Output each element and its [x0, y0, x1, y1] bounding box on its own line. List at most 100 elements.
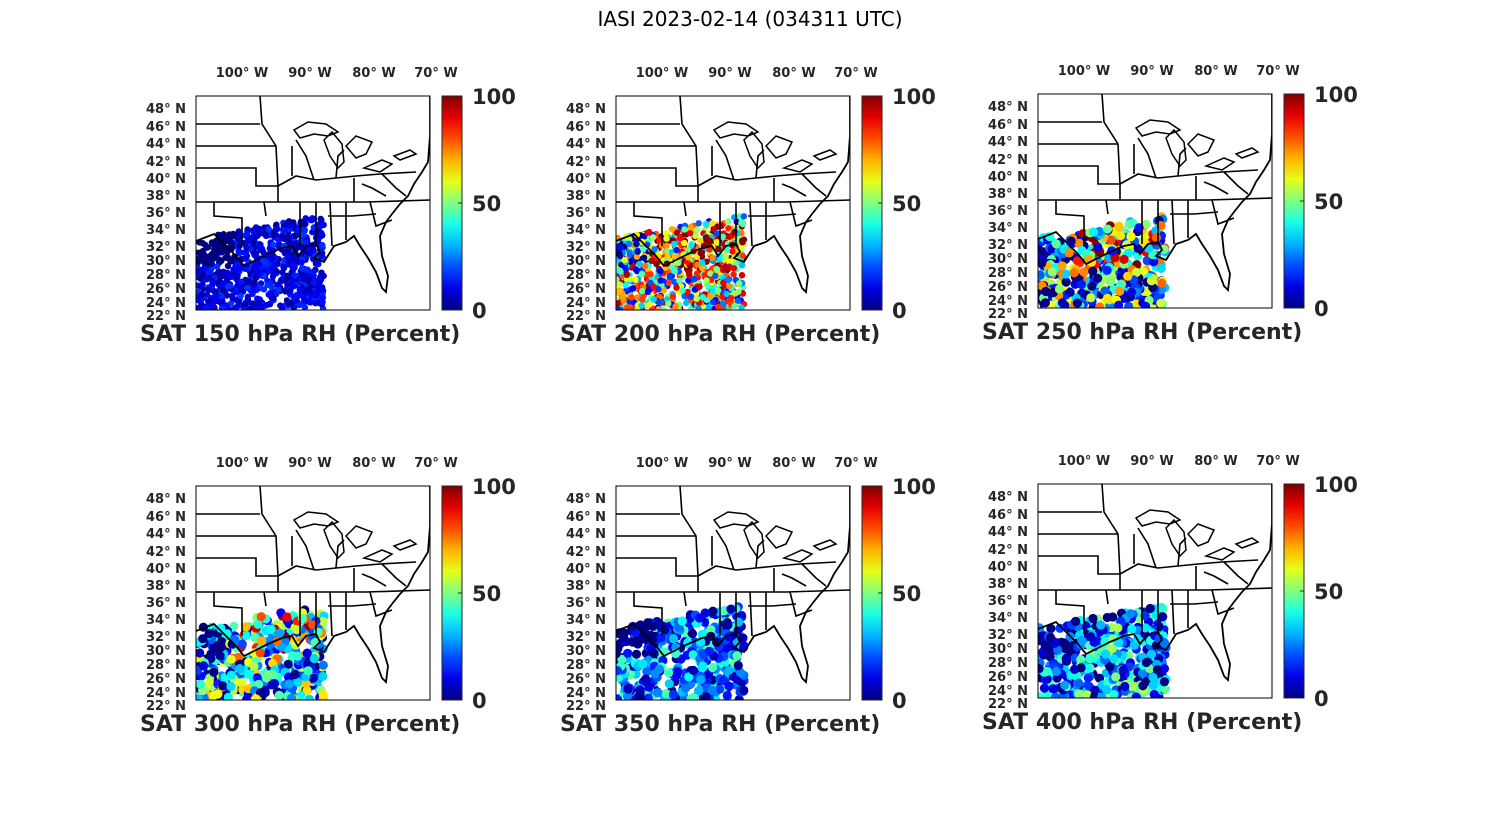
rh-observation-point: [233, 652, 243, 662]
rh-observation-point: [1090, 691, 1100, 698]
rh-observation-point: [1126, 287, 1136, 297]
rh-observation-point: [224, 262, 232, 270]
rh-observation-point: [301, 679, 311, 689]
rh-observation-point: [693, 270, 701, 277]
rh-observation-point: [673, 284, 680, 291]
rh-observation-point: [219, 298, 226, 305]
rh-observation-point: [242, 265, 249, 272]
map-frame: [1037, 483, 1273, 699]
lat-tick-label: 34° N: [146, 613, 186, 628]
rh-observation-point: [652, 688, 663, 698]
rh-observation-point: [623, 648, 633, 658]
rh-observation-point: [647, 271, 654, 278]
state-border: [789, 201, 813, 228]
rh-observation-point: [227, 238, 235, 246]
rh-observation-point: [1057, 298, 1067, 308]
lat-tick-label: 48° N: [566, 492, 606, 507]
colorbar-tick-label: 0: [472, 299, 487, 323]
lat-tick-label: 30° N: [566, 254, 606, 269]
map-panel-svg: 100° W 90° W 80° W 70° W 48° N 46° N 44° N 42° …: [140, 66, 516, 347]
lat-tick-label: 34° N: [146, 223, 186, 238]
rh-observation-point: [1114, 300, 1124, 308]
rh-observation-point: [632, 276, 639, 283]
state-border: [616, 167, 698, 187]
rh-observation-point: [730, 271, 737, 278]
lat-tick-label: 22° N: [988, 307, 1028, 322]
rh-observation-point: [1085, 654, 1095, 664]
rh-observation-point: [1102, 293, 1113, 303]
rh-observation-point: [1101, 649, 1111, 659]
lat-tick-label: 46° N: [988, 118, 1028, 133]
rh-observation-point: [1038, 692, 1045, 698]
rh-observation-point: [1148, 680, 1158, 690]
rh-observation-point: [1113, 623, 1123, 633]
rh-observation-point: [650, 669, 660, 679]
rh-observation-point: [714, 287, 722, 294]
rh-observation-point: [1111, 672, 1121, 682]
rh-observation-point: [1093, 242, 1103, 252]
state-border: [1119, 169, 1259, 185]
lat-tick-label: 22° N: [988, 697, 1028, 712]
rh-observation-point: [648, 257, 655, 265]
state-border: [213, 202, 243, 246]
rh-observation-point: [673, 229, 681, 236]
rh-observation-point: [212, 294, 219, 301]
rh-observation-point: [228, 292, 236, 300]
state-border: [1038, 589, 1109, 605]
rh-observation-point: [640, 254, 648, 261]
rh-observation-point: [1047, 267, 1057, 277]
rh-observation-point: [1064, 248, 1074, 258]
rh-observation-point: [296, 691, 306, 700]
rh-observation-point: [660, 287, 667, 294]
rh-observation-point: [250, 300, 257, 307]
lat-tick-label: 28° N: [146, 268, 186, 283]
rh-observation-point: [661, 689, 671, 699]
rh-observation-point: [1102, 224, 1113, 234]
state-border: [684, 589, 850, 593]
lon-tick-label: 70° W: [1256, 64, 1299, 79]
state-border: [1211, 589, 1235, 616]
rh-observation-point: [266, 624, 276, 634]
rh-observation-point: [681, 683, 691, 693]
rh-observation-point: [685, 269, 693, 276]
lat-tick-label: 40° N: [146, 172, 186, 187]
rh-observation-point: [1138, 681, 1148, 691]
lon-tick-label: 70° W: [414, 66, 457, 81]
state-border: [213, 592, 243, 636]
rh-observation-point: [621, 256, 628, 264]
rh-observation-point: [708, 662, 718, 673]
rh-observation-point: [262, 232, 270, 239]
rh-observation-point: [1156, 602, 1166, 612]
rh-observation-point: [1160, 684, 1171, 694]
rh-observation-point: [196, 249, 202, 256]
colorbar-tick-label: 0: [472, 689, 487, 713]
colorbar-tick-label: 0: [892, 689, 907, 713]
rh-observation-point: [628, 294, 635, 301]
rh-observation-point: [1152, 665, 1163, 675]
lat-tick-label: 44° N: [566, 527, 606, 542]
rh-observation-point: [1082, 690, 1092, 698]
colorbar-tick-label: 100: [1314, 473, 1358, 497]
rh-observation-point: [1106, 277, 1116, 287]
lat-tick-label: 46° N: [146, 510, 186, 525]
rh-observation-point: [668, 226, 676, 233]
rh-observation-point: [1124, 301, 1134, 308]
rh-observation-point: [233, 303, 241, 310]
rh-observation-point: [1087, 281, 1097, 291]
rh-observation-point: [672, 670, 682, 680]
rh-observation-point: [233, 273, 240, 281]
state-border: [1101, 94, 1121, 200]
lat-tick-label: 48° N: [566, 102, 606, 117]
rh-observation-point: [693, 295, 700, 302]
lon-tick-label: 70° W: [1256, 454, 1299, 469]
rh-observation-point: [665, 279, 672, 287]
great-lakes: [712, 121, 838, 173]
rh-observation-point: [1109, 690, 1119, 698]
rh-observation-point: [623, 271, 631, 278]
rh-observation-point: [704, 646, 714, 656]
rh-observation-point: [696, 283, 703, 290]
rh-observation-point: [634, 294, 641, 301]
state-border: [616, 201, 687, 217]
rh-observation-point: [622, 282, 629, 289]
state-border: [335, 149, 345, 179]
